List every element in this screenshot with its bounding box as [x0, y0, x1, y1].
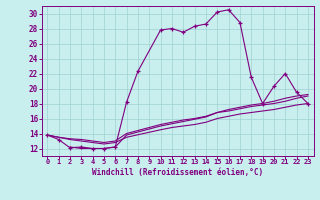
X-axis label: Windchill (Refroidissement éolien,°C): Windchill (Refroidissement éolien,°C)	[92, 168, 263, 177]
